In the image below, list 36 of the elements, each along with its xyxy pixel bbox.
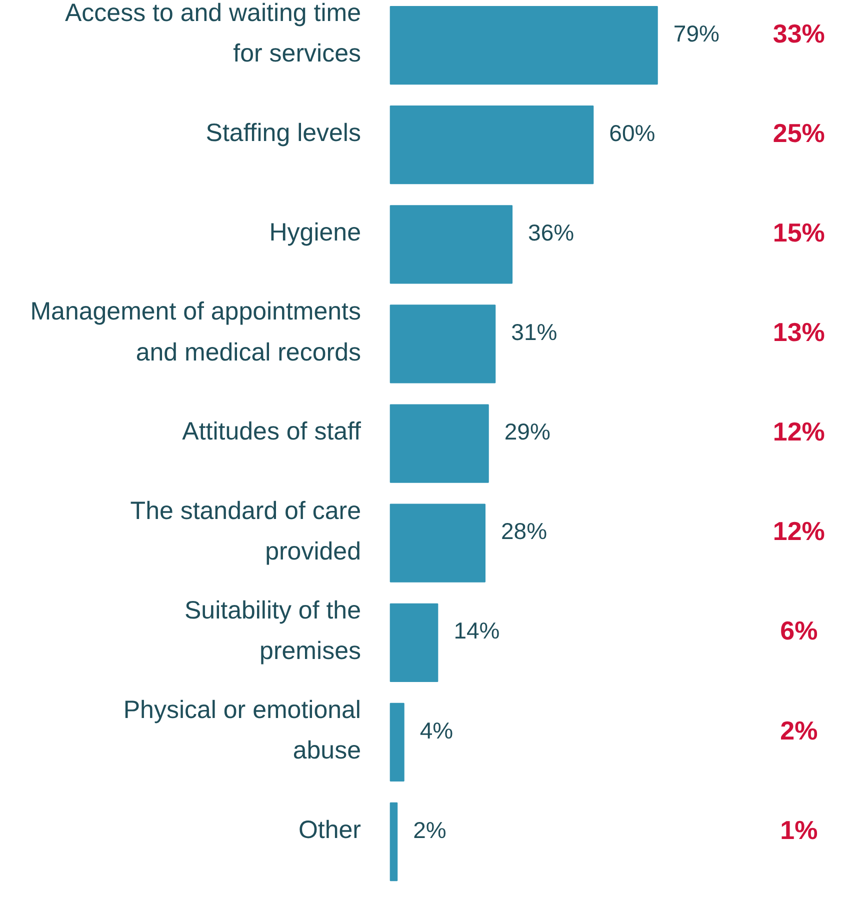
text: 12% [772, 416, 825, 447]
y-tick-label: The standard of care provided [130, 496, 361, 566]
data-label: 4% [420, 717, 454, 744]
data-label: 28% [501, 518, 548, 544]
y-tick-label: Access to and waiting time for services [65, 0, 361, 68]
text: 6% [780, 616, 818, 646]
data-label: 60% [609, 120, 656, 146]
bar [390, 106, 594, 184]
text: 25% [772, 118, 825, 148]
bar [390, 603, 438, 682]
text: 12% [772, 516, 825, 546]
y-tick-label: Other [298, 816, 361, 844]
text: 1% [780, 814, 818, 845]
text: 13% [772, 317, 825, 348]
bar [390, 702, 404, 782]
bar [390, 504, 486, 582]
y-tick-label: Hygiene [269, 218, 361, 246]
y-tick-label: Suitability of the premises [184, 596, 361, 665]
data-label: 31% [511, 319, 558, 346]
data-label: 36% [528, 219, 574, 246]
bar [390, 304, 496, 384]
data-label: 2% [413, 816, 446, 843]
text: 15% [772, 217, 825, 248]
y-tick-label: Attitudes of staff [182, 418, 362, 446]
bar [390, 6, 658, 85]
y-tick-label: Physical or emotional abuse [123, 696, 361, 765]
data-label: 29% [504, 418, 550, 445]
text: 33% [772, 18, 825, 48]
y-tick-label: Management of appointments and medical records [30, 298, 361, 366]
data-label: 14% [454, 618, 500, 644]
text: 2% [780, 715, 818, 746]
data-label: 79% [673, 20, 720, 46]
bar [390, 205, 513, 284]
bar [390, 404, 489, 483]
y-tick-label: Staffing levels [206, 118, 361, 147]
bar [390, 802, 398, 882]
